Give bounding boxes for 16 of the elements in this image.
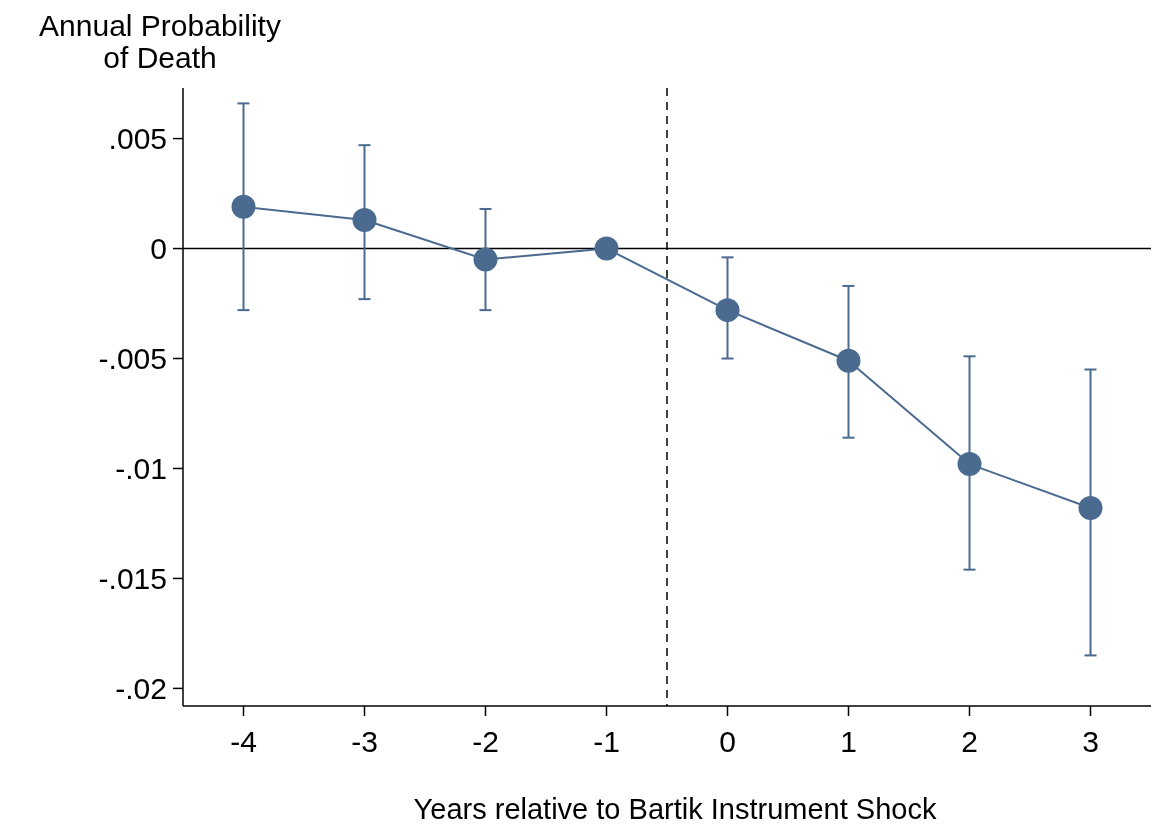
- y-tick-label: -.015: [98, 561, 167, 595]
- x-tick-label: 0: [719, 725, 736, 758]
- x-tick-label: -3: [351, 725, 378, 758]
- x-tick-label: -1: [593, 725, 620, 758]
- x-tick-label: 2: [961, 725, 978, 758]
- x-tick-label: 3: [1082, 725, 1099, 758]
- x-tick-label: -4: [230, 725, 257, 758]
- y-tick-label: -.005: [98, 342, 167, 376]
- y-tick-label: .005: [108, 122, 167, 156]
- y-tick-label: 0: [150, 232, 167, 266]
- x-axis-title: Years relative to Bartik Instrument Shock: [413, 793, 937, 825]
- y-tick-label: -.01: [115, 451, 167, 485]
- x-tick-label: -2: [472, 725, 499, 758]
- y-axis-title: Annual Probability of Death: [39, 9, 281, 74]
- x-tick-label: 1: [840, 725, 857, 758]
- y-tick-label: -.02: [115, 671, 167, 705]
